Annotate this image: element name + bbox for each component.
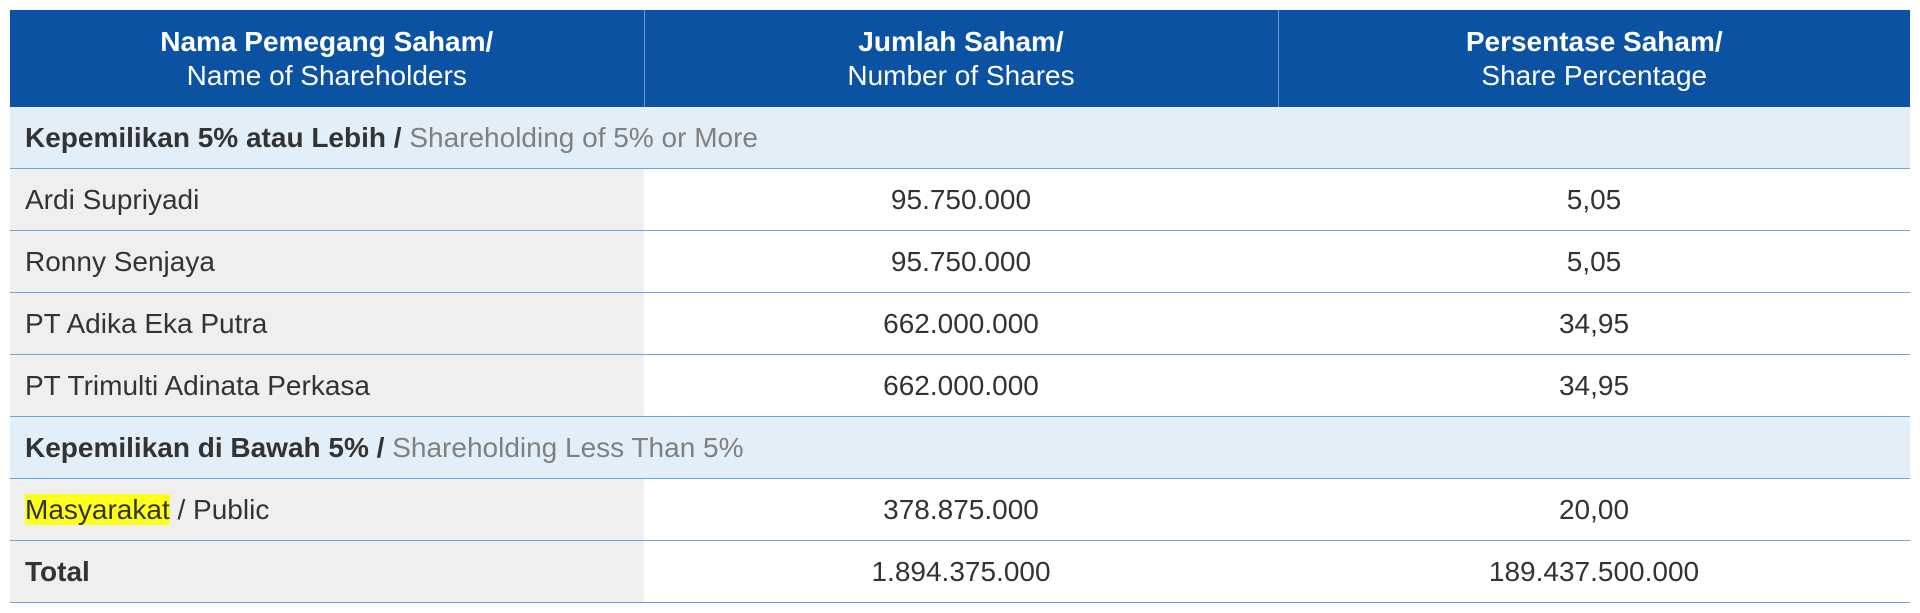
share-percentage: 34,95 (1278, 292, 1910, 355)
table-header-row: Nama Pemegang Saham/ Name of Shareholder… (10, 10, 1910, 107)
header-shares: Jumlah Saham/ Number of Shares (643, 10, 1278, 107)
header-percentage-id: Persentase Saham/ (1465, 25, 1723, 57)
header-shares-id: Jumlah Saham/ (858, 25, 1064, 57)
total-row: Total 1.894.375.000 189.437.500.000 (10, 540, 1910, 603)
number-of-shares: 662.000.000 (644, 292, 1278, 355)
section-row-below-5pct: Kepemilikan di Bawah 5% / Shareholding L… (10, 416, 1910, 479)
section-label-id: Kepemilikan di Bawah 5% (25, 431, 369, 463)
number-of-shares: 662.000.000 (644, 354, 1278, 417)
section-label-en: Shareholding Less Than 5% (392, 431, 744, 463)
highlighted-text: Masyarakat (25, 493, 170, 525)
shareholder-table: Nama Pemegang Saham/ Name of Shareholder… (10, 10, 1910, 603)
total-percentage: 189.437.500.000 (1278, 540, 1910, 603)
section-label-en: Shareholding of 5% or More (409, 121, 758, 153)
table-row: Masyarakat / Public 378.875.000 20,00 (10, 478, 1910, 541)
share-percentage: 5,05 (1278, 168, 1910, 231)
number-of-shares: 378.875.000 (644, 478, 1278, 541)
section-label-id: Kepemilikan 5% atau Lebih (25, 121, 386, 153)
header-shares-en: Number of Shares (847, 59, 1075, 91)
share-percentage: 34,95 (1278, 354, 1910, 417)
section-row-5pct-or-more: Kepemilikan 5% atau Lebih / Shareholding… (10, 107, 1910, 169)
section-label: Kepemilikan 5% atau Lebih / Shareholding… (10, 107, 1910, 169)
total-shares: 1.894.375.000 (644, 540, 1278, 603)
shareholder-name: PT Adika Eka Putra (10, 292, 644, 355)
share-percentage: 20,00 (1278, 478, 1910, 541)
shareholder-name: Ardi Supriyadi (10, 168, 644, 231)
shareholder-name-rest: / Public (169, 493, 270, 525)
number-of-shares: 95.750.000 (644, 230, 1278, 293)
section-separator: / (386, 121, 410, 153)
header-name-en: Name of Shareholders (186, 59, 467, 91)
total-label: Total (10, 540, 644, 603)
table-row: Ronny Senjaya 95.750.000 5,05 (10, 230, 1910, 293)
section-label: Kepemilikan di Bawah 5% / Shareholding L… (10, 416, 1910, 479)
shareholder-name: Masyarakat / Public (10, 478, 644, 541)
shareholder-name: PT Trimulti Adinata Perkasa (10, 354, 644, 417)
table-row: PT Trimulti Adinata Perkasa 662.000.000 … (10, 354, 1910, 417)
table-row: PT Adika Eka Putra 662.000.000 34,95 (10, 292, 1910, 355)
table-row: Ardi Supriyadi 95.750.000 5,05 (10, 168, 1910, 231)
header-name: Nama Pemegang Saham/ Name of Shareholder… (10, 10, 644, 107)
number-of-shares: 95.750.000 (644, 168, 1278, 231)
share-percentage: 5,05 (1278, 230, 1910, 293)
header-percentage: Persentase Saham/ Share Percentage (1277, 10, 1910, 107)
header-name-id: Nama Pemegang Saham/ (160, 25, 494, 57)
header-percentage-en: Share Percentage (1481, 59, 1708, 91)
shareholder-name: Ronny Senjaya (10, 230, 644, 293)
section-separator: / (368, 431, 393, 463)
